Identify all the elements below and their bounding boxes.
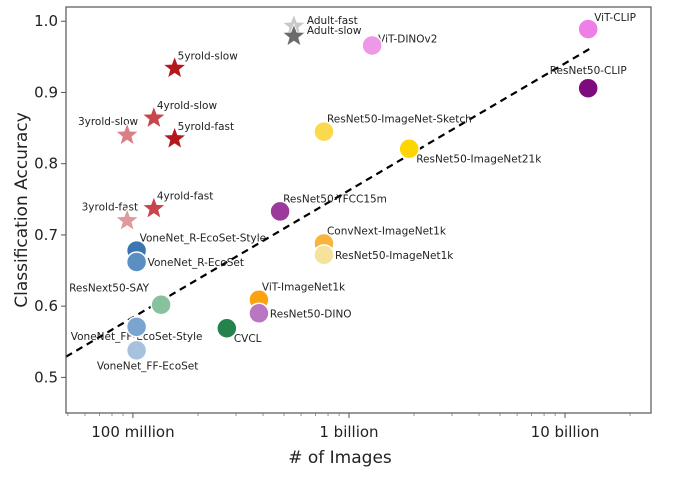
circle-point [313,244,335,266]
y-tick-label: 0.9 [34,83,58,101]
point-label: ResNet50-ImageNet-Sketch [327,114,472,126]
circle-point [125,251,148,273]
x-tick-label: 10 billion [531,423,600,441]
point-label: 3yrold-slow [78,116,139,128]
circle-point [313,120,335,143]
star-point [281,23,307,47]
x-axis-title: # of Images [288,448,392,468]
circle-point [577,18,599,40]
point-label: ViT-DINOv2 [378,33,437,45]
y-tick-label: 0.7 [34,226,58,244]
y-tick-label: 1.0 [34,12,58,30]
point-label: 5yrold-slow [178,50,239,62]
point-label: Adult-fast [307,15,358,27]
point-label: VoneNet_FF-EcoSet [97,360,199,372]
y-tick-label: 0.5 [34,368,58,386]
star-point [162,125,188,150]
point-label: ConvNext-ImageNet1k [327,225,447,237]
circle-point [216,317,238,339]
point-label: ResNet50-ImageNet1k [335,250,454,262]
point-label: 4yrold-slow [157,100,218,112]
plot-frame [65,6,652,414]
star-point [114,122,140,146]
circle-point [125,316,148,338]
point-label: 5yrold-fast [178,121,235,133]
point-label: 4yrold-fast [157,191,214,203]
circle-point [361,34,383,57]
star-point [114,207,140,232]
circle-point [150,293,172,316]
point-label: CVCL [234,333,262,345]
star-point [141,195,167,220]
y-tick-label: 0.6 [34,297,58,315]
circle-point [125,339,148,362]
star-point [141,104,167,129]
point-label: ResNet50-CLIP [550,65,627,77]
point-label: ResNet50-YFCC15m [283,193,387,205]
point-label: VoneNet_R-EcoSet-Style [140,233,266,245]
point-label: 3yrold-fast [82,202,139,214]
circle-point [398,137,420,160]
star-point [162,55,188,79]
point-label: Adult-slow [307,25,362,37]
circle-point [248,302,270,325]
point-label: VoneNet_R-EcoSet [148,257,244,269]
ticks-layer: 0.5 0.6 0.7 0.8 0.9 1.0 100 million 1 billion 10… [34,12,631,441]
point-label: ResNet50-DINO [270,308,352,320]
point-label: ResNext50-SAY [69,283,150,295]
point-label: ViT-CLIP [594,12,636,24]
point-label: ResNet50-ImageNet21k [416,154,542,166]
x-tick-label: 100 million [91,423,174,441]
y-tick-label: 0.8 [34,155,58,173]
y-axis-title: Classification Accuracy [12,112,32,308]
point-label: ViT-ImageNet1k [262,282,346,294]
circle-point [269,200,291,223]
x-tick-label: 1 billion [319,423,378,441]
circle-point [577,77,599,99]
